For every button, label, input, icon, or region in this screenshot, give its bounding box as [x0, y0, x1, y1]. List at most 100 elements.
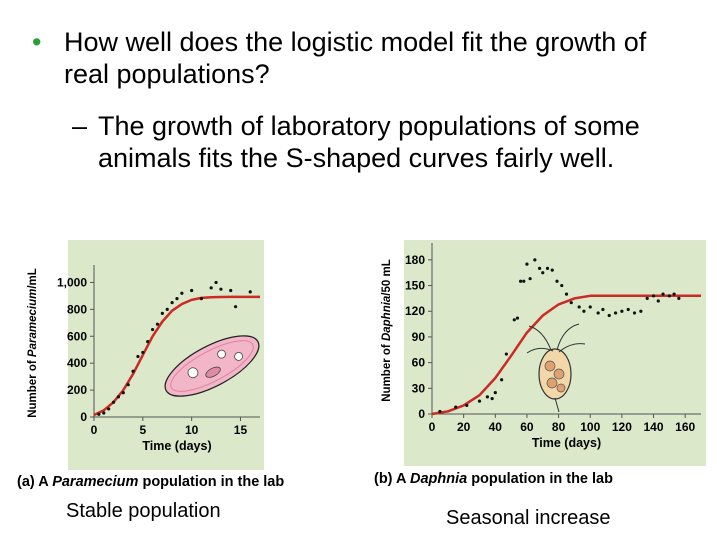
data-point	[677, 296, 681, 300]
y-axis-label-unit: /50 mL	[381, 259, 393, 295]
data-point	[538, 266, 542, 271]
logistic-curve	[431, 294, 701, 416]
x-tick-label: 20	[457, 420, 471, 434]
data-point	[596, 311, 600, 315]
paramecium-chart-panel: 0 200 400 600 800 1,000 0 5 10 15 Time (days) Numbe…	[26, 240, 264, 470]
data-point	[146, 340, 150, 344]
data-point	[560, 283, 564, 288]
data-point	[160, 311, 164, 315]
y-tick-label: 0	[80, 410, 87, 424]
data-point	[533, 258, 537, 262]
data-point	[569, 301, 573, 305]
data-point	[485, 395, 489, 399]
x-tick-label: 80	[552, 420, 566, 434]
data-point	[500, 378, 504, 382]
data-point	[620, 309, 624, 313]
data-point	[180, 291, 184, 295]
data-point	[656, 299, 660, 303]
y-tick-label: 200	[67, 383, 87, 397]
y-tick-label: 90	[412, 330, 426, 344]
daphnia-illustration	[526, 323, 586, 413]
data-point	[126, 383, 130, 387]
data-point	[550, 268, 554, 272]
x-tick-label: 160	[675, 420, 695, 434]
y-tick-label: 400	[67, 356, 87, 370]
x-tick-label: 140	[644, 420, 664, 434]
logistic-curve	[93, 295, 260, 417]
y-tick-label: 600	[67, 329, 87, 343]
daphnia-chart-panel: 0 30 60 90 120 150 180 0 20 40 60 80 100 120 140 160 Tim…	[374, 240, 706, 466]
sub-bullet-marker: –	[72, 111, 88, 141]
data-point	[564, 292, 569, 296]
data-point	[116, 395, 121, 399]
y-tick-label: 1,000	[57, 275, 87, 289]
paramecium-chart: 0 200 400 600 800 1,000 0 5 10 15 Time (days) Numbe…	[27, 240, 264, 470]
paramecium-caption: (a) A Paramecium population in the lab	[17, 474, 285, 490]
x-tick-label: 5	[139, 423, 146, 437]
data-point	[170, 301, 174, 305]
data-point	[155, 322, 160, 326]
data-point	[545, 266, 550, 271]
data-point	[601, 307, 605, 312]
y-tick-label: 30	[412, 381, 426, 395]
data-point	[465, 403, 469, 408]
bullet-marker: •	[32, 27, 42, 57]
data-point	[512, 318, 516, 322]
y-tick-label: 150	[405, 279, 425, 293]
data-point	[490, 396, 494, 401]
data-point	[639, 309, 643, 313]
y-tick-label: 120	[405, 304, 425, 318]
x-tick-label: 15	[234, 423, 248, 437]
data-point	[582, 309, 586, 313]
y-axis-label: Number of Paramecium/mL	[27, 268, 39, 418]
data-point	[645, 296, 649, 300]
data-point	[97, 412, 101, 416]
data-point	[504, 352, 508, 356]
y-axis-label: Number of Daphnia/50 mL	[381, 259, 393, 402]
data-point	[577, 305, 581, 309]
y-tick-label: 60	[412, 356, 426, 370]
data-point	[438, 409, 442, 414]
y-axis-label-species: Daphnia	[381, 295, 393, 341]
data-point	[672, 292, 676, 296]
y-tick-label: 180	[405, 253, 425, 267]
stable-population-label: Stable population	[66, 500, 221, 522]
data-point	[199, 297, 204, 301]
data-point	[613, 311, 618, 315]
x-tick-label: 10	[185, 423, 199, 437]
data-point	[661, 292, 665, 296]
data-point	[515, 316, 520, 320]
data-point	[651, 294, 656, 298]
data-point	[175, 297, 179, 301]
data-point	[150, 327, 155, 332]
data-point	[214, 280, 218, 285]
daphnia-chart: 0 30 60 90 120 150 180 0 20 40 60 80 100 120 140 160 Tim…	[381, 240, 706, 466]
y-axis-label-species: Paramecium	[27, 289, 39, 357]
data-point	[477, 399, 482, 403]
x-tick-label: 0	[91, 423, 98, 437]
x-tick-label: 120	[612, 420, 632, 434]
data-point	[209, 286, 213, 290]
data-point	[528, 277, 532, 281]
y-axis-label-unit: /mL	[27, 268, 39, 288]
data-point	[632, 311, 637, 315]
paramecium-illustration	[164, 335, 260, 397]
data-point	[102, 411, 106, 415]
x-axis-label: Time (days)	[142, 439, 211, 453]
data-point	[519, 279, 523, 283]
daphnia-caption: (b) A Daphnia population in the lab	[374, 471, 613, 487]
seasonal-increase-label: Seasonal increase	[446, 507, 611, 529]
data-point	[588, 305, 592, 309]
x-tick-label: 100	[580, 420, 600, 434]
data-point	[190, 288, 194, 293]
data-point	[248, 290, 252, 294]
y-axis-label-prefix: Number of	[27, 357, 39, 418]
x-tick-label: 60	[520, 420, 534, 434]
data-point	[541, 271, 545, 275]
data-point	[131, 369, 135, 373]
data-point	[107, 407, 111, 411]
data-point	[522, 279, 526, 283]
data-point	[136, 354, 140, 359]
data-point	[121, 391, 125, 395]
data-point	[555, 279, 559, 283]
